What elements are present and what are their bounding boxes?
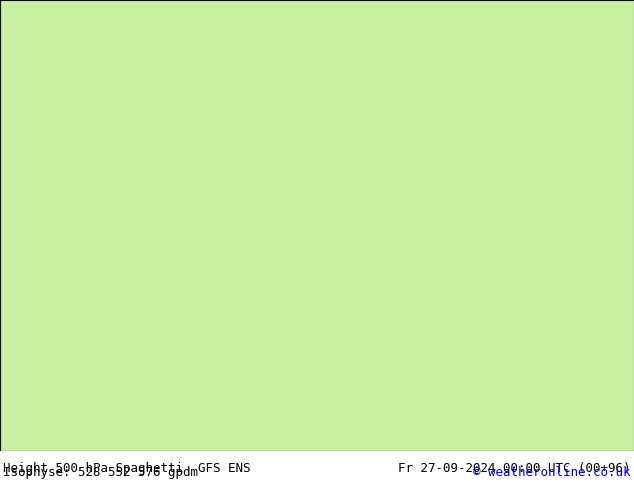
Text: © weatheronline.co.uk: © weatheronline.co.uk	[474, 466, 631, 479]
Text: Height 500 hPa Spaghetti  GFS ENS: Height 500 hPa Spaghetti GFS ENS	[3, 462, 250, 475]
Text: Fr 27-09-2024 00:00 UTC (00+96): Fr 27-09-2024 00:00 UTC (00+96)	[398, 462, 631, 475]
Text: Isophyse: 528 552 576 gpdm: Isophyse: 528 552 576 gpdm	[3, 466, 198, 479]
